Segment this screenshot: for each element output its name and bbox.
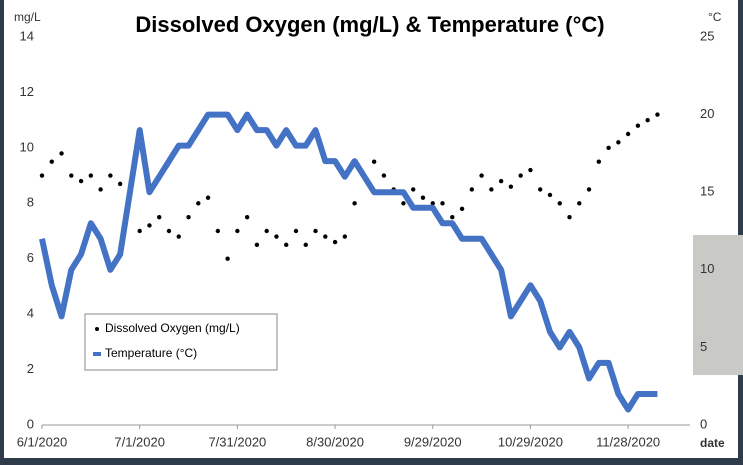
chart: Dissolved Oxygen (mg/L) & Temperature (°… xyxy=(0,0,743,465)
do-point xyxy=(50,160,54,164)
do-point xyxy=(59,151,63,155)
do-point xyxy=(636,123,640,127)
do-point xyxy=(225,257,229,261)
y2-tick-label: 0 xyxy=(700,416,707,431)
x-tick-label: 10/29/2020 xyxy=(498,434,563,449)
do-point xyxy=(98,187,102,191)
y-tick-label: 12 xyxy=(20,84,34,99)
y-axis-label: mg/L xyxy=(14,10,41,24)
do-point xyxy=(40,173,44,177)
chart-title: Dissolved Oxygen (mg/L) & Temperature (°… xyxy=(135,12,604,37)
do-point xyxy=(372,160,376,164)
legend-swatch xyxy=(93,352,101,356)
y-tick-label: 4 xyxy=(27,306,34,321)
do-point xyxy=(645,118,649,122)
do-point xyxy=(79,179,83,183)
do-point xyxy=(274,234,278,238)
do-point xyxy=(108,173,112,177)
do-point xyxy=(323,234,327,238)
do-point xyxy=(626,132,630,136)
do-point xyxy=(479,173,483,177)
do-point xyxy=(186,215,190,219)
do-point xyxy=(616,140,620,144)
do-point xyxy=(401,201,405,205)
y2-tick-label: 10 xyxy=(700,261,714,276)
do-point xyxy=(577,201,581,205)
do-point xyxy=(118,182,122,186)
do-point xyxy=(421,196,425,200)
do-point xyxy=(528,168,532,172)
do-point xyxy=(489,187,493,191)
y-tick-label: 10 xyxy=(20,139,34,154)
do-point xyxy=(137,229,141,233)
do-point xyxy=(460,207,464,211)
do-point xyxy=(509,184,513,188)
do-point xyxy=(343,234,347,238)
do-point xyxy=(587,187,591,191)
do-point xyxy=(284,243,288,247)
legend-swatch xyxy=(95,327,99,331)
do-point xyxy=(352,201,356,205)
do-point xyxy=(167,229,171,233)
x-axis-label: date xyxy=(700,436,725,450)
do-point xyxy=(382,173,386,177)
do-point xyxy=(294,229,298,233)
do-point xyxy=(147,223,151,227)
do-point xyxy=(177,234,181,238)
y2-axis-label: °C xyxy=(708,10,722,24)
do-point xyxy=(538,187,542,191)
y-tick-label: 6 xyxy=(27,250,34,265)
y2-tick-label: 5 xyxy=(700,339,707,354)
do-point xyxy=(567,215,571,219)
do-point xyxy=(450,215,454,219)
do-point xyxy=(69,173,73,177)
y2-tick-label: 15 xyxy=(700,184,714,199)
do-point xyxy=(548,193,552,197)
y-tick-label: 2 xyxy=(27,361,34,376)
legend-label: Temperature (°C) xyxy=(105,346,197,360)
side-photo xyxy=(693,235,743,375)
x-tick-label: 7/31/2020 xyxy=(208,434,266,449)
do-point xyxy=(411,187,415,191)
do-point xyxy=(313,229,317,233)
do-point xyxy=(499,179,503,183)
do-point xyxy=(196,201,200,205)
x-tick-label: 9/29/2020 xyxy=(404,434,462,449)
y2-tick-label: 25 xyxy=(700,28,714,43)
legend-label: Dissolved Oxygen (mg/L) xyxy=(105,321,240,335)
do-point xyxy=(606,146,610,150)
x-tick-label: 8/30/2020 xyxy=(306,434,364,449)
do-point xyxy=(304,243,308,247)
do-point xyxy=(235,229,239,233)
do-point xyxy=(206,196,210,200)
do-point xyxy=(518,173,522,177)
y-tick-label: 8 xyxy=(27,195,34,210)
do-point xyxy=(264,229,268,233)
do-point xyxy=(255,243,259,247)
page: Dissolved Oxygen (mg/L) & Temperature (°… xyxy=(0,0,743,465)
x-tick-label: 7/1/2020 xyxy=(114,434,165,449)
chart-area xyxy=(4,0,738,458)
do-point xyxy=(558,201,562,205)
do-point xyxy=(216,229,220,233)
do-point xyxy=(440,201,444,205)
x-tick-label: 11/28/2020 xyxy=(596,434,660,449)
y2-tick-label: 20 xyxy=(700,106,714,121)
x-tick-label: 6/1/2020 xyxy=(17,434,68,449)
y-tick-label: 0 xyxy=(27,416,34,431)
do-point xyxy=(245,215,249,219)
y-tick-label: 14 xyxy=(20,28,34,43)
do-point xyxy=(157,215,161,219)
do-point xyxy=(597,160,601,164)
do-point xyxy=(655,112,659,116)
do-point xyxy=(333,240,337,244)
do-point xyxy=(89,173,93,177)
do-point xyxy=(470,187,474,191)
